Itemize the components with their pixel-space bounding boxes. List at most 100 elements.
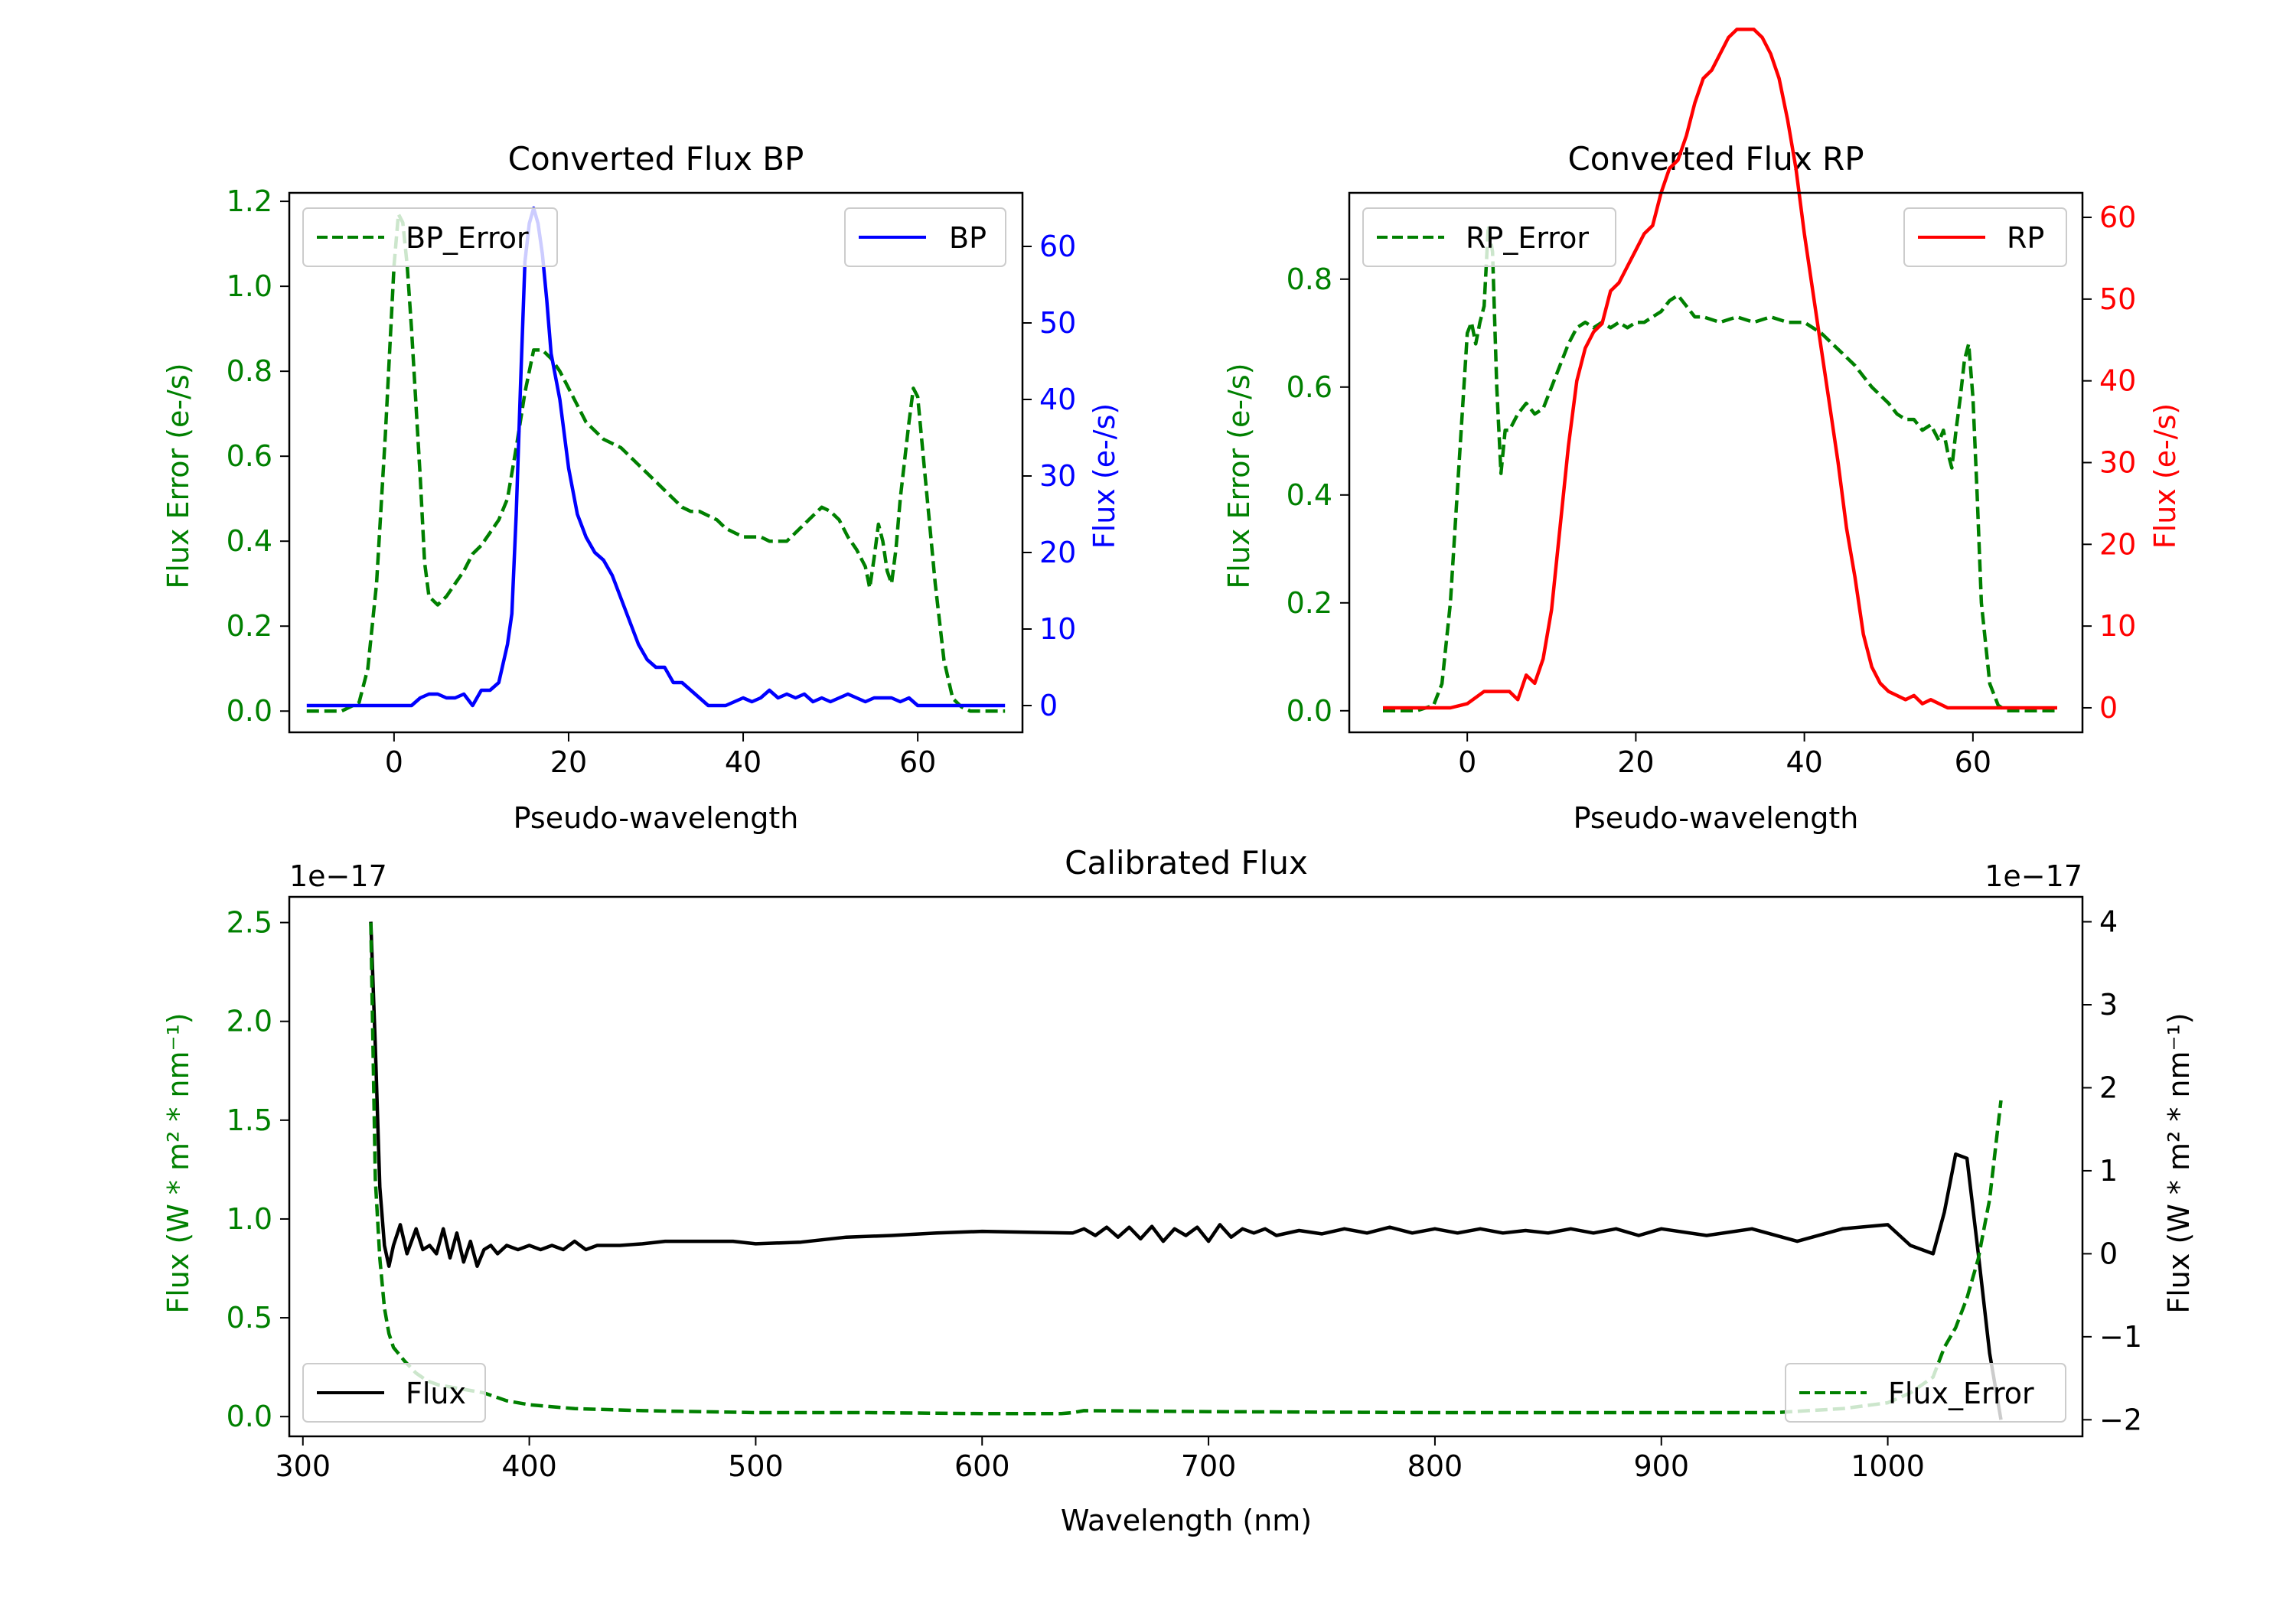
rp-xlabel: Pseudo-wavelength	[1574, 801, 1859, 835]
cal-xtick-label: 800	[1407, 1449, 1463, 1483]
bp-ytick-left-label: 0.6	[227, 439, 272, 473]
rp-ylabel-left: Flux Error (e-/s)	[1222, 363, 1256, 588]
rp-series-rp	[1383, 28, 2057, 710]
bp-ytick-left-label: 1.0	[227, 269, 272, 303]
cal-ylabel-left: Flux (W * m² * nm⁻¹)	[161, 1012, 195, 1313]
cal-xtick-label: 1000	[1851, 1449, 1925, 1483]
rp-legend-right-label: RP	[2007, 221, 2044, 255]
bp-xtick-label: 40	[725, 745, 762, 779]
cal-ytick-right-label: 3	[2099, 988, 2118, 1022]
rp-legend-right: RP	[1903, 207, 2067, 267]
cal-title: Calibrated Flux	[1065, 844, 1308, 882]
cal-ytick-right-label: 2	[2099, 1071, 2118, 1104]
panel-cal: Calibrated Flux 1e−17 1e−17 Wavelength (…	[161, 844, 2196, 1537]
rp-ytick-left-label: 0.0	[1287, 694, 1332, 728]
rp-xtick-label: 0	[1458, 745, 1476, 779]
cal-ytick-left-label: 2.5	[227, 906, 272, 940]
cal-ytick-right-label: 1	[2099, 1154, 2118, 1188]
bp-ytick-right-label: 0	[1039, 689, 1058, 722]
bp-yticks-right: 0 10 20 30 40 50 60	[1022, 230, 1076, 722]
rp-legend-left: RP_Error	[1362, 207, 1616, 267]
bp-ytick-right-label: 30	[1039, 459, 1076, 493]
bp-xlabel: Pseudo-wavelength	[514, 801, 799, 835]
bp-xtick-label: 20	[550, 745, 587, 779]
bp-series-bp	[306, 206, 1006, 708]
rp-ytick-right-label: 20	[2099, 527, 2136, 561]
cal-series-flux	[369, 921, 2003, 1420]
rp-ytick-left-label: 0.6	[1287, 370, 1332, 404]
bp-ytick-left-label: 0.8	[227, 354, 272, 388]
bp-title: Converted Flux BP	[508, 140, 804, 178]
cal-ytick-left-label: 0.0	[227, 1400, 272, 1433]
cal-legend-right: Flux_Error	[1785, 1363, 2066, 1423]
cal-ylabel-right: Flux (W * m² * nm⁻¹)	[2162, 1012, 2196, 1313]
cal-ytick-left-label: 2.0	[227, 1005, 272, 1038]
cal-legend-left-box	[302, 1363, 486, 1423]
bp-ytick-right-label: 40	[1039, 383, 1076, 416]
cal-ytick-right-label: −2	[2099, 1403, 2142, 1436]
bp-legend-right: BP	[844, 207, 1006, 267]
rp-yticks-right: 0 10 20 30 40 50 60	[2082, 200, 2136, 725]
bp-ylabel-right: Flux (e-/s)	[1088, 403, 1121, 549]
cal-ytick-left-label: 1.5	[227, 1103, 272, 1137]
bp-xtick-label: 60	[899, 745, 936, 779]
rp-legend-left-box	[1362, 207, 1616, 267]
cal-yticks-right: −2 −1 0 1 2 3 4	[2082, 905, 2142, 1436]
bp-ytick-right-label: 10	[1039, 612, 1076, 646]
rp-ytick-right-label: 30	[2099, 446, 2136, 480]
rp-xtick-label: 40	[1786, 745, 1822, 779]
cal-legend-left-label: Flux	[406, 1377, 466, 1410]
rp-ytick-left-label: 0.2	[1287, 586, 1332, 620]
cal-offset-left: 1e−17	[289, 859, 387, 893]
cal-yticks-left: 0.0 0.5 1.0 1.5 2.0 2.5	[227, 906, 289, 1433]
bp-xtick-label: 0	[385, 745, 403, 779]
rp-ytick-right-label: 40	[2099, 364, 2136, 398]
rp-frame	[1348, 191, 2084, 734]
cal-ytick-right-label: 4	[2099, 905, 2118, 939]
rp-ytick-right-label: 60	[2099, 200, 2136, 234]
rp-ytick-right-label: 0	[2099, 691, 2118, 725]
bp-ytick-right-label: 60	[1039, 230, 1076, 263]
cal-xtick-label: 500	[728, 1449, 784, 1483]
rp-title: Converted Flux RP	[1567, 140, 1864, 178]
rp-ytick-right-label: 50	[2099, 282, 2136, 316]
rp-xtick-label: 20	[1617, 745, 1654, 779]
bp-xticks: 0 20 40 60	[385, 732, 936, 779]
cal-xticks: 300 400 500 600 700 800 900 1000	[275, 1436, 1925, 1483]
bp-ytick-left-label: 0.0	[227, 694, 272, 728]
cal-xtick-label: 900	[1633, 1449, 1689, 1483]
bp-ytick-left-label: 0.4	[227, 524, 272, 558]
cal-xtick-label: 300	[275, 1449, 331, 1483]
rp-xticks: 0 20 40 60	[1458, 732, 1991, 779]
cal-ytick-left-label: 1.0	[227, 1202, 272, 1236]
rp-legend-left-label: RP_Error	[1466, 221, 1589, 255]
cal-legend-right-box	[1785, 1363, 2066, 1423]
cal-xtick-label: 400	[501, 1449, 557, 1483]
bp-ylabel-left: Flux Error (e-/s)	[161, 363, 195, 588]
panel-bp: Converted Flux BP Pseudo-wavelength Flux…	[161, 140, 1121, 835]
rp-ytick-left-label: 0.4	[1287, 478, 1332, 512]
bp-frame	[288, 191, 1024, 734]
bp-legend-left-label: BP_Error	[406, 221, 529, 255]
panel-rp: Converted Flux RP Pseudo-wavelength Flux…	[1222, 28, 2182, 835]
cal-xlabel: Wavelength (nm)	[1061, 1504, 1312, 1537]
bp-yticks-left: 0.0 0.2 0.4 0.6 0.8 1.0 1.2	[227, 184, 289, 728]
bp-legend-left: BP_Error	[302, 207, 558, 267]
bp-ytick-right-label: 20	[1039, 536, 1076, 569]
rp-yticks-left: 0.0 0.2 0.4 0.6 0.8	[1287, 262, 1349, 728]
cal-ytick-right-label: −1	[2099, 1320, 2142, 1354]
cal-ytick-left-label: 0.5	[227, 1301, 272, 1335]
cal-xtick-label: 700	[1181, 1449, 1237, 1483]
rp-ylabel-right: Flux (e-/s)	[2148, 403, 2182, 549]
bp-plot	[306, 206, 1006, 713]
bp-ytick-left-label: 1.2	[227, 184, 272, 218]
cal-offset-right: 1e−17	[1985, 859, 2082, 893]
bp-series-bp-error	[306, 212, 1006, 713]
bp-legend-right-label: BP	[949, 221, 987, 255]
bp-ytick-right-label: 50	[1039, 306, 1076, 340]
rp-ytick-right-label: 10	[2099, 609, 2136, 643]
cal-legend-right-label: Flux_Error	[1888, 1377, 2034, 1410]
cal-xtick-label: 600	[954, 1449, 1010, 1483]
